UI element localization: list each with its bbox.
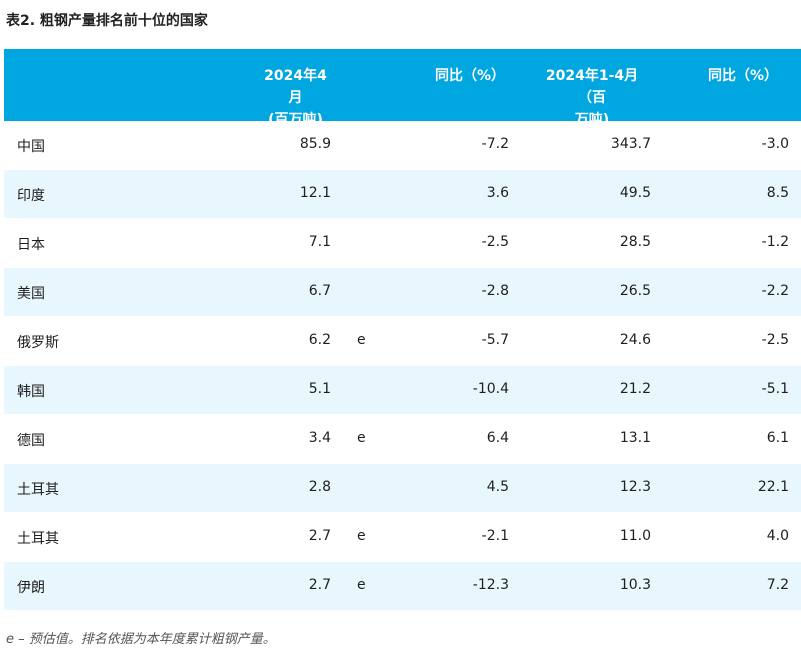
ytd-output-value: 343.7 <box>610 136 651 152</box>
april-yoy-value: -2.5 <box>481 234 509 250</box>
ytd-output-value: 21.2 <box>619 381 651 397</box>
april-yoy-value: 3.6 <box>486 185 509 201</box>
country-name: 土耳其 <box>17 531 59 547</box>
estimate-flag: e <box>357 332 366 348</box>
table-row: 俄罗斯 6.2 e -5.7 24.6 -2.5 <box>4 317 801 366</box>
ytd-yoy-value: 22.1 <box>757 479 789 495</box>
country-name: 印度 <box>17 188 45 204</box>
country-name: 日本 <box>17 237 45 253</box>
april-yoy-value: -7.2 <box>481 136 509 152</box>
country-name: 伊朗 <box>17 580 45 596</box>
table-row: 德国 3.4 e 6.4 13.1 6.1 <box>4 415 801 464</box>
april-yoy-value: -10.4 <box>472 381 509 397</box>
april-output-value: 6.2 <box>308 332 331 348</box>
april-yoy-value: 4.5 <box>486 479 509 495</box>
ytd-yoy-value: -1.2 <box>761 234 789 250</box>
april-yoy-value: 6.4 <box>486 430 509 446</box>
april-output-value: 2.8 <box>308 479 331 495</box>
table-row: 伊朗 2.7 e -12.3 10.3 7.2 <box>4 562 801 611</box>
footnote: e – 预估值。排名依据为本年度累计粗钢产量。 <box>6 632 276 647</box>
estimate-flag: e <box>357 528 366 544</box>
table-body: 中国 85.9 -7.2 343.7 -3.0 印度 12.1 3.6 49.5 8.5 日本 7.1… <box>4 121 801 611</box>
country-name: 中国 <box>17 139 45 155</box>
ytd-yoy-value: 8.5 <box>766 185 789 201</box>
ytd-yoy-value: -2.2 <box>761 283 789 299</box>
april-output-value: 5.1 <box>308 381 331 397</box>
april-output-value: 2.7 <box>308 577 331 593</box>
estimate-flag: e <box>357 430 366 446</box>
ytd-output-value: 12.3 <box>619 479 651 495</box>
table-row: 韩国 5.1 -10.4 21.2 -5.1 <box>4 366 801 415</box>
header-ytd-yoy: 同比（%） <box>707 68 778 84</box>
ytd-yoy-value: -3.0 <box>761 136 789 152</box>
table-title: 表2. 粗钢产量排名前十位的国家 <box>6 13 208 29</box>
april-output-value: 2.7 <box>308 528 331 544</box>
ytd-yoy-value: 7.2 <box>766 577 789 593</box>
ytd-yoy-value: 4.0 <box>766 528 789 544</box>
table-header: 2024年4月 (百万吨) 同比（%） 2024年1-4月（百 万吨) 同比（%… <box>4 49 801 128</box>
ytd-output-value: 24.6 <box>619 332 651 348</box>
april-output-value: 3.4 <box>308 430 331 446</box>
april-yoy-value: -5.7 <box>481 332 509 348</box>
april-output-value: 6.7 <box>308 283 331 299</box>
table-row: 土耳其 2.7 e -2.1 11.0 4.0 <box>4 513 801 562</box>
ytd-output-value: 49.5 <box>619 185 651 201</box>
country-name: 俄罗斯 <box>17 335 59 351</box>
country-name: 美国 <box>17 286 45 302</box>
ytd-output-value: 26.5 <box>619 283 651 299</box>
table-row: 印度 12.1 3.6 49.5 8.5 <box>4 170 801 219</box>
country-name: 土耳其 <box>17 482 59 498</box>
april-output-value: 85.9 <box>299 136 331 152</box>
april-yoy-value: -2.1 <box>481 528 509 544</box>
table-row: 日本 7.1 -2.5 28.5 -1.2 <box>4 219 801 268</box>
april-output-value: 12.1 <box>299 185 331 201</box>
steel-production-table: 2024年4月 (百万吨) 同比（%） 2024年1-4月（百 万吨) 同比（%… <box>4 49 801 611</box>
country-name: 韩国 <box>17 384 45 400</box>
april-yoy-value: -2.8 <box>481 283 509 299</box>
april-yoy-value: -12.3 <box>472 577 509 593</box>
ytd-yoy-value: -2.5 <box>761 332 789 348</box>
ytd-output-value: 28.5 <box>619 234 651 250</box>
country-name: 德国 <box>17 433 45 449</box>
table-row: 美国 6.7 -2.8 26.5 -2.2 <box>4 268 801 317</box>
ytd-output-value: 11.0 <box>619 528 651 544</box>
estimate-flag: e <box>357 577 366 593</box>
ytd-output-value: 10.3 <box>619 577 651 593</box>
table-row: 中国 85.9 -7.2 343.7 -3.0 <box>4 121 801 170</box>
table-row: 土耳其 2.8 4.5 12.3 22.1 <box>4 464 801 513</box>
ytd-output-value: 13.1 <box>619 430 651 446</box>
ytd-yoy-value: -5.1 <box>761 381 789 397</box>
ytd-yoy-value: 6.1 <box>766 430 789 446</box>
april-output-value: 7.1 <box>308 234 331 250</box>
header-april-yoy: 同比（%） <box>434 68 505 84</box>
